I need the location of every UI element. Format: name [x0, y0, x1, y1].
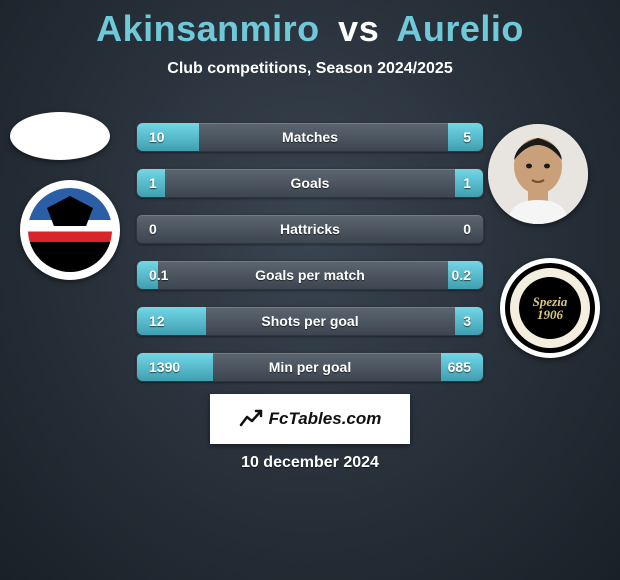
stat-label: Hattricks — [137, 215, 483, 243]
vs-label: vs — [338, 8, 379, 49]
fctables-text: FcTables.com — [269, 409, 382, 429]
stat-label: Goals — [137, 169, 483, 197]
player1-avatar — [10, 112, 110, 160]
stat-row: 105Matches — [136, 122, 484, 152]
subtitle: Club competitions, Season 2024/2025 — [0, 60, 620, 78]
stat-label: Shots per goal — [137, 307, 483, 335]
fctables-logo: FcTables.com — [210, 394, 410, 444]
stat-row: 11Goals — [136, 168, 484, 198]
stat-label: Goals per match — [137, 261, 483, 289]
stat-row: 1390685Min per goal — [136, 352, 484, 382]
stat-label: Matches — [137, 123, 483, 151]
sampdoria-crest — [20, 180, 120, 280]
chart-icon — [239, 407, 263, 431]
stats-container: 105Matches 11Goals 00Hattricks 0.10.2Goals … — [136, 122, 484, 398]
stat-label: Min per goal — [137, 353, 483, 381]
player1-name: Akinsanmiro — [96, 8, 320, 49]
stat-row: 123Shots per goal — [136, 306, 484, 336]
comparison-title: Akinsanmiro vs Aurelio — [0, 0, 620, 50]
player2-avatar — [488, 124, 588, 224]
date-label: 10 december 2024 — [0, 454, 620, 472]
stat-row: 00Hattricks — [136, 214, 484, 244]
spezia-crest: Spezia1906 — [500, 258, 600, 358]
stat-row: 0.10.2Goals per match — [136, 260, 484, 290]
player2-name: Aurelio — [396, 8, 524, 49]
spezia-crest-text: Spezia1906 — [519, 277, 581, 339]
